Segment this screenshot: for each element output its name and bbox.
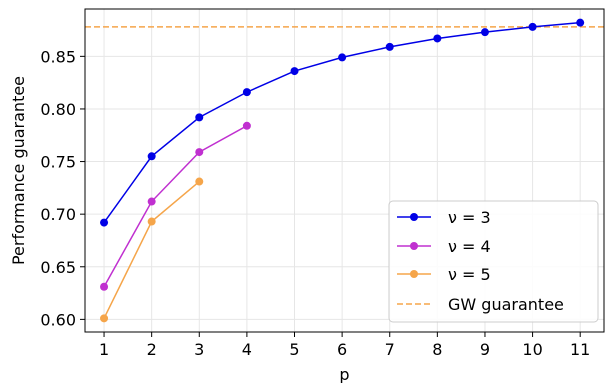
legend-item: ν = 4 (397, 237, 491, 256)
data-point (147, 217, 156, 226)
data-point (195, 113, 204, 122)
data-point (147, 197, 156, 206)
x-tick-label: 2 (147, 340, 157, 359)
data-point (576, 18, 585, 27)
x-tick-label: 4 (242, 340, 252, 359)
legend-marker (410, 242, 418, 250)
legend-label: ν = 5 (448, 265, 491, 284)
x-tick-label: 10 (522, 340, 542, 359)
x-tick-label: 11 (570, 340, 590, 359)
y-tick-label: 0.65 (40, 258, 76, 277)
x-tick-label: 1 (99, 340, 109, 359)
x-tick-label: 3 (194, 340, 204, 359)
series-layer (100, 18, 585, 323)
series-1 (100, 18, 585, 227)
data-point (338, 53, 347, 62)
data-point (242, 88, 251, 97)
y-tick-label: 0.70 (40, 205, 76, 224)
data-point (480, 28, 489, 37)
x-tick-label: 7 (385, 340, 395, 359)
x-tick-label: 6 (337, 340, 347, 359)
legend-marker (410, 270, 418, 278)
x-tick-label: 8 (432, 340, 442, 359)
x-tick-label: 5 (289, 340, 299, 359)
series-line (103, 125, 248, 288)
legend-label: GW guarantee (448, 295, 564, 314)
x-axis: 1 2 3 4 5 6 7 8 9 10 11 (99, 332, 590, 359)
x-tick-label: 9 (480, 340, 490, 359)
legend-marker (410, 213, 418, 221)
legend: ν = 3 ν = 4 ν = 5 GW guarantee (388, 200, 599, 323)
data-point (195, 148, 204, 157)
series-3 (100, 177, 204, 323)
y-axis: 0.60 0.65 0.70 0.75 0.80 0.85 (40, 47, 85, 329)
data-point (100, 218, 109, 227)
data-point (385, 42, 394, 51)
y-tick-label: 0.60 (40, 310, 76, 329)
data-point (290, 67, 299, 76)
y-tick-label: 0.85 (40, 47, 76, 66)
y-tick-label: 0.80 (40, 100, 76, 119)
legend-box (388, 200, 599, 323)
y-axis-title: Performance guarantee (9, 76, 28, 265)
series-2 (100, 121, 251, 291)
legend-item: GW guarantee (397, 295, 564, 314)
x-axis-title: p (339, 365, 349, 383)
data-point (147, 152, 156, 161)
data-point (242, 121, 251, 130)
legend-item: ν = 5 (397, 265, 491, 284)
data-point (100, 282, 109, 291)
data-point (195, 177, 204, 186)
legend-item: ν = 3 (397, 208, 491, 227)
data-point (433, 34, 442, 43)
plot-frame (84, 8, 605, 333)
y-tick-label: 0.75 (40, 153, 76, 172)
data-point (100, 314, 109, 323)
legend-label: ν = 3 (448, 208, 491, 227)
legend-label: ν = 4 (448, 237, 491, 256)
data-point (528, 22, 537, 31)
